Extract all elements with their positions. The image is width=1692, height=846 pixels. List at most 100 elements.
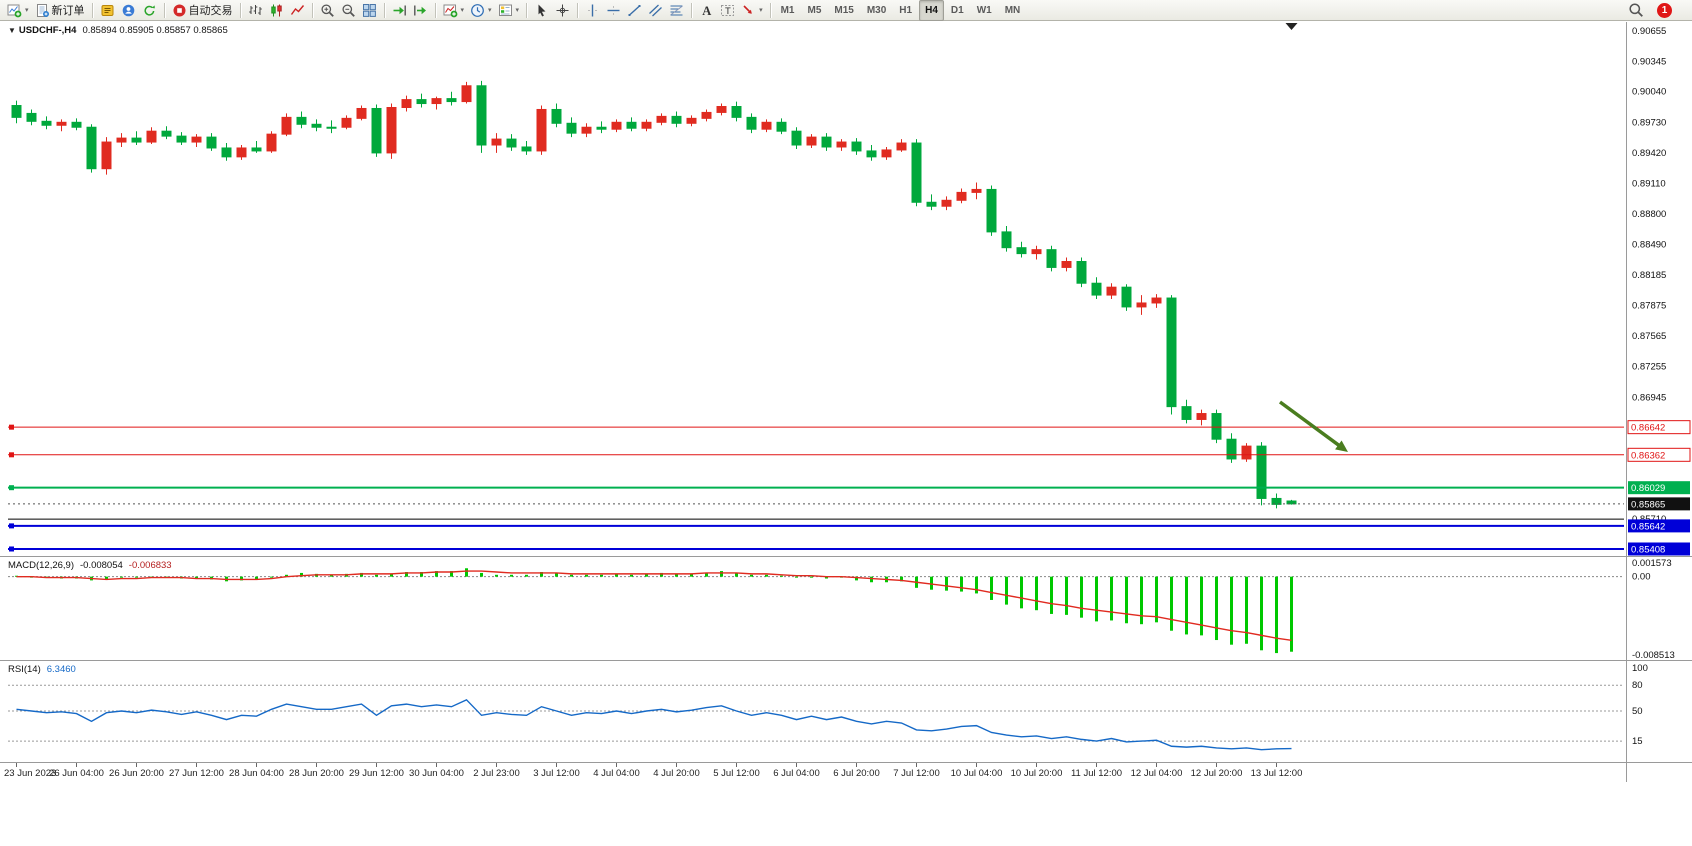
autotrading-button[interactable]: 自动交易 (169, 0, 236, 21)
candle (836, 139, 847, 151)
candle (491, 133, 502, 153)
timeframe-button-h1[interactable]: H1 (899, 4, 913, 16)
svg-text:A: A (702, 4, 711, 18)
candle (176, 132, 187, 146)
line-handle (9, 523, 14, 529)
candle (686, 115, 697, 127)
time-tick-label: 12 Jul 20:00 (1191, 768, 1243, 779)
periods-button[interactable]: ▾ (467, 0, 495, 21)
candlestick-chart-icon (269, 3, 284, 18)
candle (806, 134, 817, 148)
macd-axis-label: -0.008513 (1632, 650, 1675, 661)
candle (746, 113, 757, 134)
auto-scroll-button[interactable] (389, 0, 410, 21)
candle (191, 134, 202, 147)
indicators-icon (443, 3, 458, 18)
timeframe-button-m5[interactable]: M5 (807, 4, 822, 16)
candle (971, 182, 982, 200)
time-tick-label: 28 Jun 20:00 (289, 768, 344, 779)
candle (476, 80, 487, 153)
price-tick-label: 0.86945 (1632, 392, 1666, 403)
ohlc-collapse-icon[interactable]: ▼ (8, 26, 16, 35)
candle (1166, 295, 1177, 415)
candle (221, 143, 232, 161)
timeframe-button-h4[interactable]: H4 (919, 0, 944, 21)
price-tick-label: 0.88185 (1632, 270, 1666, 281)
toolbar-separator (577, 2, 579, 18)
trendline-tool-button[interactable] (624, 0, 645, 21)
zoom-out-button[interactable] (338, 0, 359, 21)
candle (1031, 245, 1042, 260)
candle (791, 127, 802, 149)
dropdown-caret-icon: ▾ (515, 6, 520, 14)
search-button[interactable] (1625, 0, 1647, 21)
indicators-button[interactable]: ▾ (440, 0, 468, 21)
templates-button[interactable]: ▾ (495, 0, 523, 21)
fibonacci-tool-button[interactable] (666, 0, 687, 21)
time-tick-label: 11 Jul 12:00 (1071, 768, 1122, 779)
candle (506, 134, 517, 151)
metaeditor-button[interactable] (97, 0, 118, 21)
candle (1016, 241, 1027, 258)
horizontal-line-object[interactable]: 0.86029 (8, 481, 1690, 495)
candle (656, 113, 667, 126)
trendline-icon (627, 3, 642, 18)
candle (1211, 409, 1222, 444)
arrow-tool-icon (741, 3, 756, 18)
text-tool-icon: A (699, 3, 714, 18)
dropdown-caret-icon: ▾ (460, 6, 465, 14)
community-button[interactable] (118, 0, 139, 21)
time-tick-label: 28 Jun 04:00 (229, 768, 284, 779)
candle (911, 139, 922, 207)
timeframe-button-d1[interactable]: D1 (950, 4, 964, 16)
notifications-badge[interactable]: 1 (1657, 2, 1672, 18)
candle (1061, 257, 1072, 272)
candle (941, 196, 952, 211)
candle (1151, 294, 1162, 308)
timeframe-button-mn[interactable]: MN (1004, 4, 1021, 16)
refresh-button[interactable] (139, 0, 160, 21)
text-tool-button[interactable]: A (696, 0, 717, 21)
channel-tool-button[interactable] (645, 0, 666, 21)
horizontal-line-tool-button[interactable] (603, 0, 624, 21)
zoom-in-button[interactable] (317, 0, 338, 21)
candle (1136, 295, 1147, 315)
timeframe-button-m30[interactable]: M30 (866, 4, 887, 16)
label-tool-button[interactable]: T (717, 0, 738, 21)
line-handle (9, 485, 14, 491)
timeframe-button-m15[interactable]: M15 (834, 4, 854, 16)
candle (1091, 277, 1102, 300)
arrows-tool-button[interactable]: ▾ (738, 0, 766, 21)
cursor-tool-button[interactable] (531, 0, 552, 21)
crosshair-tool-button[interactable] (552, 0, 573, 21)
line-chart-button[interactable] (287, 0, 308, 21)
toolbar-separator (691, 2, 693, 18)
new-order-button[interactable]: 新订单 (32, 0, 88, 21)
chart-shift-marker[interactable] (1285, 23, 1298, 30)
candle (101, 137, 112, 175)
toolbar-separator (311, 2, 313, 18)
time-tick-label: 26 Jun 20:00 (109, 768, 164, 779)
vertical-line-tool-button[interactable] (582, 0, 603, 21)
horizontal-line-object[interactable]: 0.86642 (8, 420, 1691, 435)
candle (986, 185, 997, 236)
toolbar-separator (239, 2, 241, 18)
timeframe-button-m1[interactable]: M1 (780, 4, 795, 16)
candle (536, 105, 547, 155)
horizontal-line-object[interactable]: 0.85408 (8, 542, 1690, 556)
price-line-badge: 0.86362 (1631, 450, 1665, 461)
timeframe-button-w1[interactable]: W1 (976, 4, 992, 16)
bar-chart-button[interactable] (245, 0, 266, 21)
candlestick-chart-button[interactable] (266, 0, 287, 21)
candle (311, 119, 322, 132)
chart-shift-button[interactable] (410, 0, 431, 21)
arrow-annotation[interactable] (1278, 400, 1348, 452)
new-chart-button[interactable]: ▾ (4, 0, 32, 21)
horizontal-line-object[interactable]: 0.86362 (8, 447, 1691, 462)
horizontal-line-object[interactable]: 0.85642 (8, 519, 1690, 533)
candle (671, 111, 682, 128)
tile-windows-button[interactable] (359, 0, 380, 21)
price-tick-label: 0.87875 (1632, 300, 1666, 311)
candle (551, 103, 562, 128)
